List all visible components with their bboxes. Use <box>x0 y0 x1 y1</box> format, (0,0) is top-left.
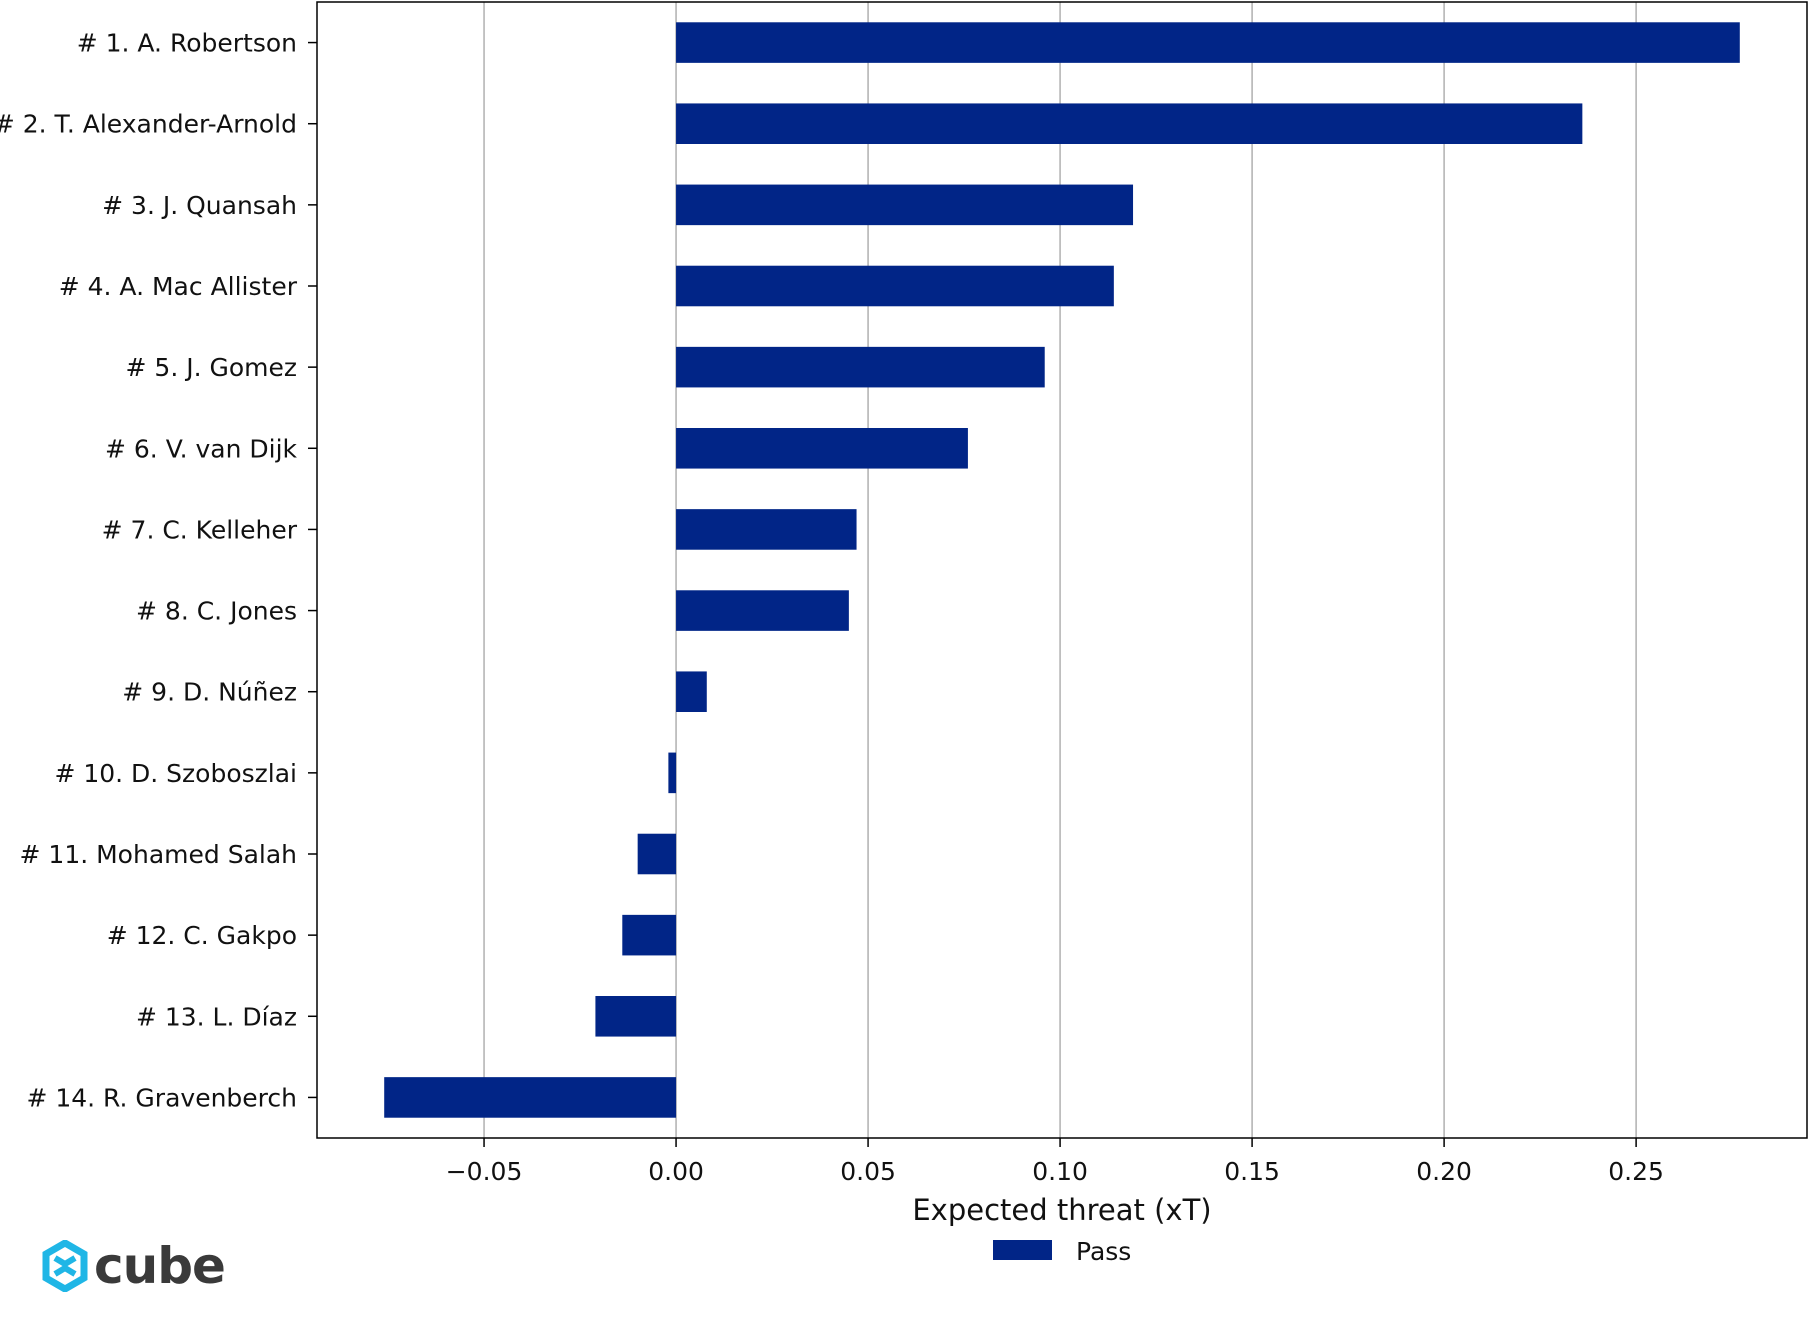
bar <box>637 833 677 875</box>
x-tick-label: 0.05 <box>840 1157 896 1186</box>
bar <box>622 914 677 956</box>
y-tick-label: # 4. A. Mac Allister <box>59 272 298 301</box>
bar <box>676 22 1740 63</box>
y-tick-label: # 1. A. Robertson <box>77 29 297 58</box>
x-tick-label: 0.20 <box>1416 1157 1472 1186</box>
x-axis: −0.05 0.00 0.05 0.10 0.15 0.20 0.25 <box>446 1138 1664 1186</box>
bar <box>668 752 677 794</box>
x-tick-label: 0.25 <box>1608 1157 1664 1186</box>
y-tick-label: # 11. Mohamed Salah <box>20 840 297 869</box>
cube-logo: cube <box>42 1237 226 1295</box>
y-tick-label: # 8. C. Jones <box>136 597 297 626</box>
legend: Pass <box>993 1237 1131 1266</box>
bar <box>676 428 968 469</box>
bar <box>676 184 1134 226</box>
bar <box>676 590 849 631</box>
y-tick-label: # 6. V. van Dijk <box>105 434 298 463</box>
y-tick-label: # 13. L. Díaz <box>136 1002 297 1031</box>
x-tick-label: 0.15 <box>1224 1157 1280 1186</box>
y-tick-label: # 3. J. Quansah <box>102 191 297 220</box>
bar <box>676 103 1583 144</box>
y-tick-label: # 7. C. Kelleher <box>102 515 298 544</box>
grid-lines <box>483 2 1637 1138</box>
y-tick-label: # 5. J. Gomez <box>126 353 297 382</box>
y-tick-label: # 10. D. Szoboszlai <box>54 759 297 788</box>
x-tick-label: 0.00 <box>648 1157 704 1186</box>
bar <box>384 1077 677 1118</box>
y-tick-label: # 14. R. Gravenberch <box>26 1083 297 1112</box>
y-tick-label: # 12. C. Gakpo <box>107 921 297 950</box>
bars <box>384 22 1740 1118</box>
x-axis-title: Expected threat (xT) <box>912 1193 1211 1227</box>
x-tick-label: −0.05 <box>446 1157 523 1186</box>
cube-logo-icon <box>42 1240 88 1292</box>
x-tick-label: 0.10 <box>1032 1157 1088 1186</box>
y-axis: # 1. A. Robertson # 2. T. Alexander-Arnol… <box>0 29 317 1112</box>
legend-swatch-pass <box>993 1240 1052 1260</box>
legend-label-pass: Pass <box>1076 1237 1131 1266</box>
y-tick-label: # 9. D. Núñez <box>122 678 297 707</box>
plot-frame <box>316 1 1808 1139</box>
bar <box>676 265 1114 307</box>
bar <box>676 346 1045 388</box>
bar <box>595 996 677 1037</box>
cube-wordmark: cube <box>94 1237 226 1295</box>
y-tick-label: # 2. T. Alexander-Arnold <box>0 110 297 139</box>
bar <box>676 671 707 712</box>
bar <box>676 509 857 550</box>
